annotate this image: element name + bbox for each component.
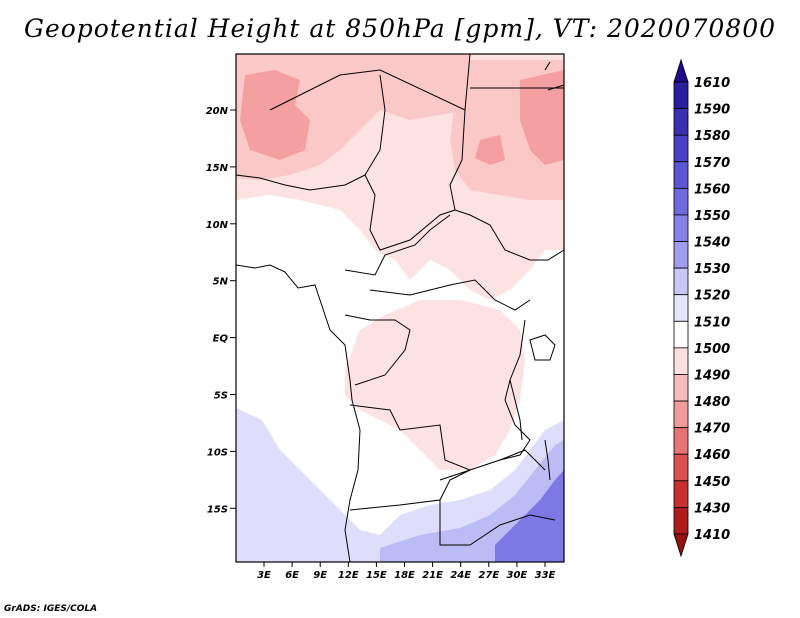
- colorbar-label: 1460: [694, 448, 730, 463]
- colorbar-label: 1580: [694, 129, 730, 144]
- lon-label: 12E: [338, 570, 359, 581]
- border-drc-east: [499, 319, 531, 461]
- colorbar-swatch: [673, 453, 689, 482]
- lon-label: 33E: [535, 570, 556, 581]
- shade-1540-se: [495, 470, 564, 562]
- lon-label: 21E: [422, 570, 443, 581]
- colorbar-swatch: [673, 161, 689, 189]
- colorbar-label: 1560: [694, 182, 730, 197]
- country-borders: [236, 54, 564, 562]
- colorbar-label: 1510: [694, 315, 730, 330]
- border-drc-west: [344, 314, 411, 386]
- colorbar-swatch: [673, 214, 689, 242]
- map-frame: [235, 53, 565, 563]
- colorbar-swatch: [673, 134, 689, 163]
- colorbar-label: 1480: [694, 395, 730, 410]
- shade-1500-central: [345, 300, 525, 470]
- lat-label: 20N: [206, 106, 229, 117]
- colorbar-label: 1530: [694, 262, 730, 277]
- colorbar-swatch: [673, 427, 689, 455]
- lat-label: 5S: [214, 391, 228, 402]
- colorbar-top-arrow: [673, 58, 689, 83]
- lat-label: 10N: [206, 220, 229, 231]
- colorbar-swatch: [673, 400, 689, 429]
- colorbar-label: 1540: [694, 236, 730, 251]
- colorbar-swatch: [673, 347, 689, 375]
- lon-axis: 3E 6E 9E 12E 15E 18E 21E 24E 27E 30E 33E: [257, 562, 556, 581]
- border-drc-north: [369, 279, 531, 311]
- border-angola: [349, 404, 472, 501]
- shade-1480-e: [475, 135, 505, 165]
- border-zambia: [439, 449, 546, 481]
- colorbar-label: 1550: [694, 209, 730, 224]
- colorbar-swatch: [673, 480, 689, 508]
- border-sudan-east: [449, 109, 564, 261]
- shade-1480-nw: [240, 70, 310, 160]
- lon-label: 15E: [366, 570, 387, 581]
- border-car: [344, 214, 451, 276]
- shade-1480-ne: [520, 70, 564, 165]
- grads-credit: GrADS: IGES/COLA: [4, 604, 98, 614]
- colorbar-swatch: [673, 187, 689, 216]
- colorbar-swatch: [673, 320, 689, 349]
- border-chad-sudan: [364, 74, 456, 251]
- lat-label: 15S: [207, 504, 228, 515]
- border-niger-chad: [269, 54, 471, 111]
- colorbar-swatch: [673, 81, 689, 109]
- colorbar-swatch: [673, 374, 689, 402]
- colorbar-label: 1470: [694, 422, 730, 437]
- colorbar-bottom-arrow: [673, 533, 689, 558]
- colorbar-label: 1590: [694, 103, 730, 118]
- colorbar-swatch: [673, 241, 689, 269]
- colorbar-label: 1430: [694, 501, 730, 516]
- border-zimbabwe: [469, 514, 556, 546]
- coastline-west: [236, 264, 361, 562]
- lon-label: 30E: [507, 570, 528, 581]
- lat-label: 5N: [213, 277, 229, 288]
- border-namibia: [349, 499, 470, 546]
- colorbar-label: 1410: [694, 528, 730, 543]
- lat-label: 10S: [207, 447, 228, 458]
- lake-victoria: [529, 334, 556, 361]
- map-panel: [236, 54, 564, 562]
- border-sahel: [236, 174, 366, 191]
- colorbar-swatch: [673, 507, 689, 535]
- lon-label: 27E: [478, 570, 499, 581]
- colorbar-label: 1450: [694, 475, 730, 490]
- colorbar-swatch: [673, 108, 689, 136]
- lon-label: 24E: [450, 570, 471, 581]
- lake-malawi: [544, 439, 551, 481]
- lon-label: 18E: [394, 570, 415, 581]
- lat-label: 15N: [206, 163, 229, 174]
- lon-label: 3E: [257, 570, 271, 581]
- colorbar-swatch: [673, 267, 689, 296]
- colorbar-label: 1500: [694, 342, 730, 357]
- lon-label: 6E: [285, 570, 299, 581]
- lon-label: 9E: [313, 570, 327, 581]
- lake-tanganyika: [509, 379, 523, 441]
- colorbar-label: 1570: [694, 156, 730, 171]
- colorbar-label: 1490: [694, 368, 730, 383]
- colorbar-swatch: [673, 294, 689, 322]
- colorbar-label: 1520: [694, 289, 730, 304]
- colorbar-label: 1610: [694, 76, 730, 91]
- lat-axis: 20N 15N 10N 5N EQ 5S 10S 15S: [206, 106, 236, 515]
- map-title: Geopotential Height at 850hPa [gpm], VT:…: [23, 14, 777, 43]
- colorbar: 1610 1590 1580 1570 1560 1550 1540 1530 1520 1510…: [673, 58, 730, 558]
- lat-label: EQ: [213, 334, 229, 345]
